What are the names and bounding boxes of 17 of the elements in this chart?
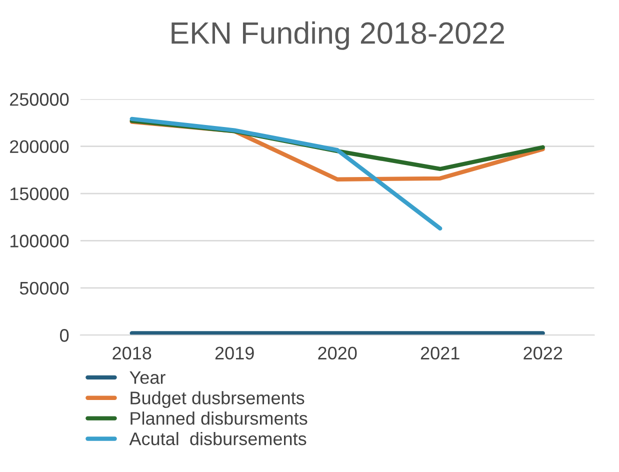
x-tick-label: 2018: [112, 346, 152, 360]
line-series: [130, 116, 442, 231]
y-tick-label: 150000: [10, 187, 69, 200]
y-tick-label: 0: [60, 329, 69, 342]
legend-label: Budget dusbrsements: [130, 391, 304, 408]
x-tick-label: 2021: [420, 346, 460, 360]
x-tick-label: 2022: [524, 346, 562, 360]
x-tick-label: 2019: [215, 346, 254, 360]
y-tick-label: 250000: [10, 93, 69, 106]
y-tick-label: 50000: [20, 282, 69, 295]
y-tick-label: 100000: [10, 234, 69, 248]
chart-title: EKN Funding 2018-2022: [172, 21, 504, 50]
legend-label: Year: [130, 371, 166, 384]
legend-label: Acutal disbursements: [129, 432, 306, 446]
x-tick-label: 2020: [318, 346, 357, 360]
legend-label: Planned disbursments: [130, 412, 308, 425]
y-tick-label: 200000: [10, 140, 69, 154]
